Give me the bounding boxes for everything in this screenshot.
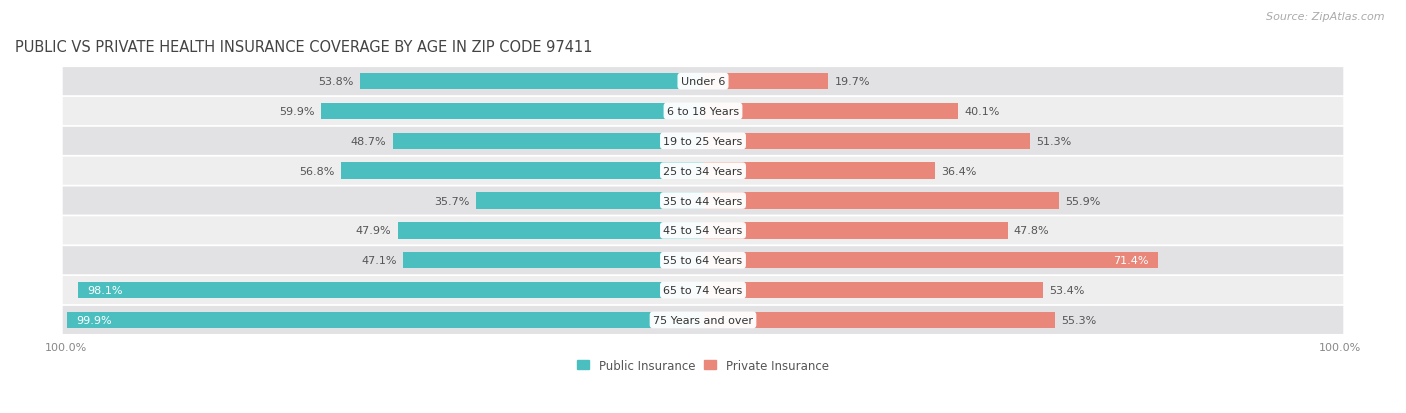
Bar bbox=[66, 312, 703, 328]
FancyBboxPatch shape bbox=[63, 306, 1343, 334]
FancyBboxPatch shape bbox=[63, 276, 1343, 304]
Text: 56.8%: 56.8% bbox=[299, 166, 335, 176]
Text: 75 Years and over: 75 Years and over bbox=[652, 315, 754, 325]
Bar bbox=[703, 163, 935, 180]
FancyBboxPatch shape bbox=[63, 98, 1343, 126]
Text: Under 6: Under 6 bbox=[681, 77, 725, 87]
Bar bbox=[360, 74, 703, 90]
Bar bbox=[322, 104, 703, 120]
Bar bbox=[703, 223, 1008, 239]
Text: 35 to 44 Years: 35 to 44 Years bbox=[664, 196, 742, 206]
Text: 65 to 74 Years: 65 to 74 Years bbox=[664, 285, 742, 295]
Text: 59.9%: 59.9% bbox=[280, 107, 315, 117]
Text: 40.1%: 40.1% bbox=[965, 107, 1000, 117]
Legend: Public Insurance, Private Insurance: Public Insurance, Private Insurance bbox=[575, 356, 831, 374]
Text: 71.4%: 71.4% bbox=[1112, 256, 1149, 266]
Bar bbox=[703, 104, 959, 120]
FancyBboxPatch shape bbox=[63, 157, 1343, 185]
Text: 25 to 34 Years: 25 to 34 Years bbox=[664, 166, 742, 176]
Text: 6 to 18 Years: 6 to 18 Years bbox=[666, 107, 740, 117]
FancyBboxPatch shape bbox=[63, 247, 1343, 275]
Text: 35.7%: 35.7% bbox=[434, 196, 470, 206]
Bar bbox=[703, 193, 1059, 209]
FancyBboxPatch shape bbox=[63, 68, 1343, 96]
Text: 99.9%: 99.9% bbox=[76, 315, 112, 325]
FancyBboxPatch shape bbox=[63, 187, 1343, 215]
Text: 47.1%: 47.1% bbox=[361, 256, 396, 266]
Bar bbox=[392, 133, 703, 150]
Bar bbox=[703, 133, 1029, 150]
Text: 55.3%: 55.3% bbox=[1062, 315, 1097, 325]
Text: 19 to 25 Years: 19 to 25 Years bbox=[664, 137, 742, 147]
Text: 53.4%: 53.4% bbox=[1049, 285, 1085, 295]
FancyBboxPatch shape bbox=[63, 128, 1343, 155]
Bar bbox=[703, 252, 1159, 269]
Text: 47.9%: 47.9% bbox=[356, 226, 391, 236]
Text: 47.8%: 47.8% bbox=[1014, 226, 1049, 236]
Text: 48.7%: 48.7% bbox=[350, 137, 387, 147]
Text: PUBLIC VS PRIVATE HEALTH INSURANCE COVERAGE BY AGE IN ZIP CODE 97411: PUBLIC VS PRIVATE HEALTH INSURANCE COVER… bbox=[15, 40, 592, 55]
Text: Source: ZipAtlas.com: Source: ZipAtlas.com bbox=[1267, 12, 1385, 22]
Text: 55.9%: 55.9% bbox=[1066, 196, 1101, 206]
Text: 53.8%: 53.8% bbox=[319, 77, 354, 87]
Bar bbox=[342, 163, 703, 180]
Text: 36.4%: 36.4% bbox=[941, 166, 977, 176]
Bar bbox=[703, 312, 1056, 328]
Bar bbox=[79, 282, 703, 299]
Text: 45 to 54 Years: 45 to 54 Years bbox=[664, 226, 742, 236]
Bar bbox=[404, 252, 703, 269]
Text: 55 to 64 Years: 55 to 64 Years bbox=[664, 256, 742, 266]
Text: 98.1%: 98.1% bbox=[87, 285, 124, 295]
Bar bbox=[398, 223, 703, 239]
Bar bbox=[703, 74, 828, 90]
FancyBboxPatch shape bbox=[63, 217, 1343, 245]
Text: 19.7%: 19.7% bbox=[835, 77, 870, 87]
Bar bbox=[475, 193, 703, 209]
Bar bbox=[703, 282, 1043, 299]
Text: 51.3%: 51.3% bbox=[1036, 137, 1071, 147]
